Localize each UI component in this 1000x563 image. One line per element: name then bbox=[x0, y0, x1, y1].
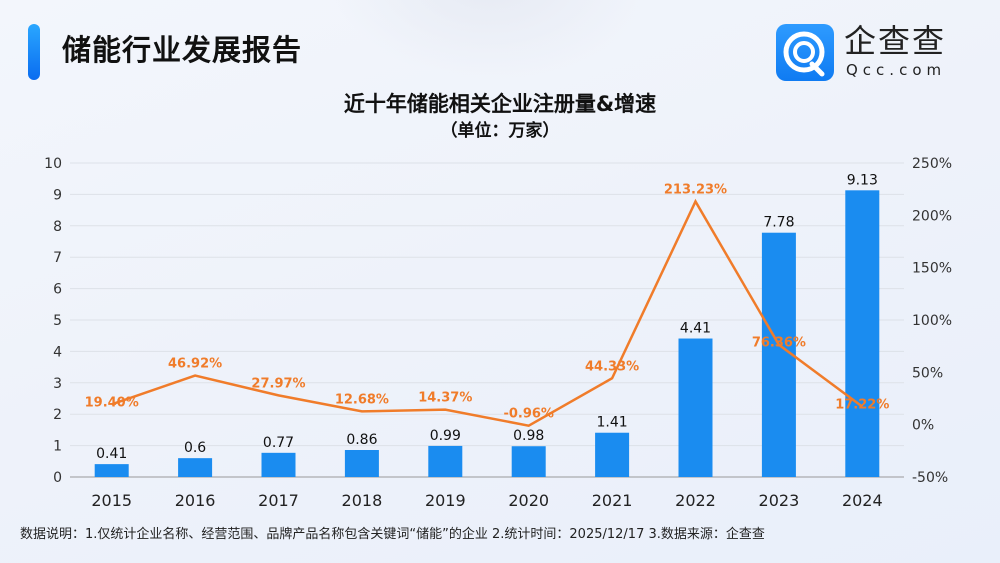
bar-data-label: 0.86 bbox=[346, 432, 377, 448]
line-data-label: 46.92% bbox=[168, 357, 222, 372]
line-data-label: 76.36% bbox=[752, 336, 806, 351]
right-tick-label: 250% bbox=[912, 156, 952, 172]
right-tick-label: 0% bbox=[912, 418, 934, 434]
left-tick-label: 10 bbox=[44, 156, 62, 172]
x-tick-label: 2017 bbox=[258, 491, 299, 510]
right-tick-label: -50% bbox=[912, 470, 948, 486]
bar bbox=[761, 232, 796, 477]
left-tick-label: 4 bbox=[53, 344, 62, 360]
left-tick-label: 9 bbox=[53, 187, 62, 203]
line-data-label: 19.40% bbox=[85, 395, 139, 410]
line-data-label: 12.68% bbox=[335, 392, 389, 407]
bar-data-label: 0.99 bbox=[430, 428, 461, 444]
bar-data-label: 1.41 bbox=[597, 415, 628, 431]
left-tick-label: 2 bbox=[53, 407, 62, 423]
chart-title: 近十年储能相关企业注册量&增速 bbox=[343, 92, 657, 116]
bar-data-label: 9.13 bbox=[847, 172, 878, 188]
line-data-label: 44.33% bbox=[585, 359, 639, 374]
right-tick-label: 50% bbox=[912, 365, 943, 381]
line-data-label: 14.37% bbox=[418, 391, 472, 406]
line-data-label: -0.96% bbox=[503, 407, 554, 422]
bar-data-label: 7.78 bbox=[763, 215, 794, 231]
left-tick-label: 0 bbox=[53, 470, 62, 486]
logo-text-en: Qcc.com bbox=[846, 61, 947, 79]
right-tick-label: 100% bbox=[912, 313, 952, 329]
title-accent-bar bbox=[28, 24, 40, 80]
x-tick-label: 2019 bbox=[425, 491, 466, 510]
x-tick-label: 2015 bbox=[91, 491, 132, 510]
bar-data-label: 0.41 bbox=[96, 446, 127, 462]
chart-subtitle: （单位：万家） bbox=[440, 121, 560, 141]
bar bbox=[511, 446, 546, 477]
bar bbox=[261, 452, 296, 477]
bar bbox=[678, 338, 713, 477]
bar bbox=[344, 449, 379, 477]
left-tick-label: 5 bbox=[53, 313, 62, 329]
left-tick-label: 1 bbox=[53, 439, 62, 455]
bar bbox=[428, 445, 463, 477]
line-data-label: 213.23% bbox=[664, 182, 727, 197]
x-tick-label: 2022 bbox=[675, 491, 716, 510]
bar-data-label: 0.77 bbox=[263, 435, 294, 451]
x-tick-label: 2024 bbox=[842, 491, 883, 510]
right-tick-label: 200% bbox=[912, 208, 952, 224]
bar bbox=[845, 190, 880, 477]
line-data-label: 17.22% bbox=[835, 398, 889, 413]
bar bbox=[94, 464, 129, 477]
left-tick-label: 7 bbox=[53, 250, 62, 266]
left-tick-label: 8 bbox=[53, 219, 62, 235]
left-tick-label: 3 bbox=[53, 376, 62, 392]
qcc-logo-icon bbox=[776, 24, 834, 81]
bar-data-label: 0.98 bbox=[513, 428, 544, 444]
right-tick-label: 150% bbox=[912, 261, 952, 277]
report-title: 储能行业发展报告 bbox=[62, 33, 303, 67]
footnote: 数据说明：1.仅统计企业名称、经营范围、品牌产品名称包含关键词“储能”的企业 2… bbox=[20, 527, 765, 542]
x-tick-label: 2023 bbox=[759, 491, 800, 510]
bar bbox=[595, 432, 630, 477]
x-tick-label: 2016 bbox=[175, 491, 216, 510]
bar-data-label: 4.41 bbox=[680, 321, 711, 337]
x-tick-label: 2018 bbox=[342, 491, 383, 510]
bar-data-label: 0.6 bbox=[184, 440, 206, 456]
growth-line bbox=[111, 198, 864, 427]
x-tick-label: 2020 bbox=[508, 491, 549, 510]
x-tick-label: 2021 bbox=[592, 491, 633, 510]
logo-text-cn: 企查查 bbox=[844, 22, 947, 60]
bar bbox=[178, 458, 213, 477]
line-data-label: 27.97% bbox=[251, 376, 305, 391]
left-tick-label: 6 bbox=[53, 282, 62, 298]
